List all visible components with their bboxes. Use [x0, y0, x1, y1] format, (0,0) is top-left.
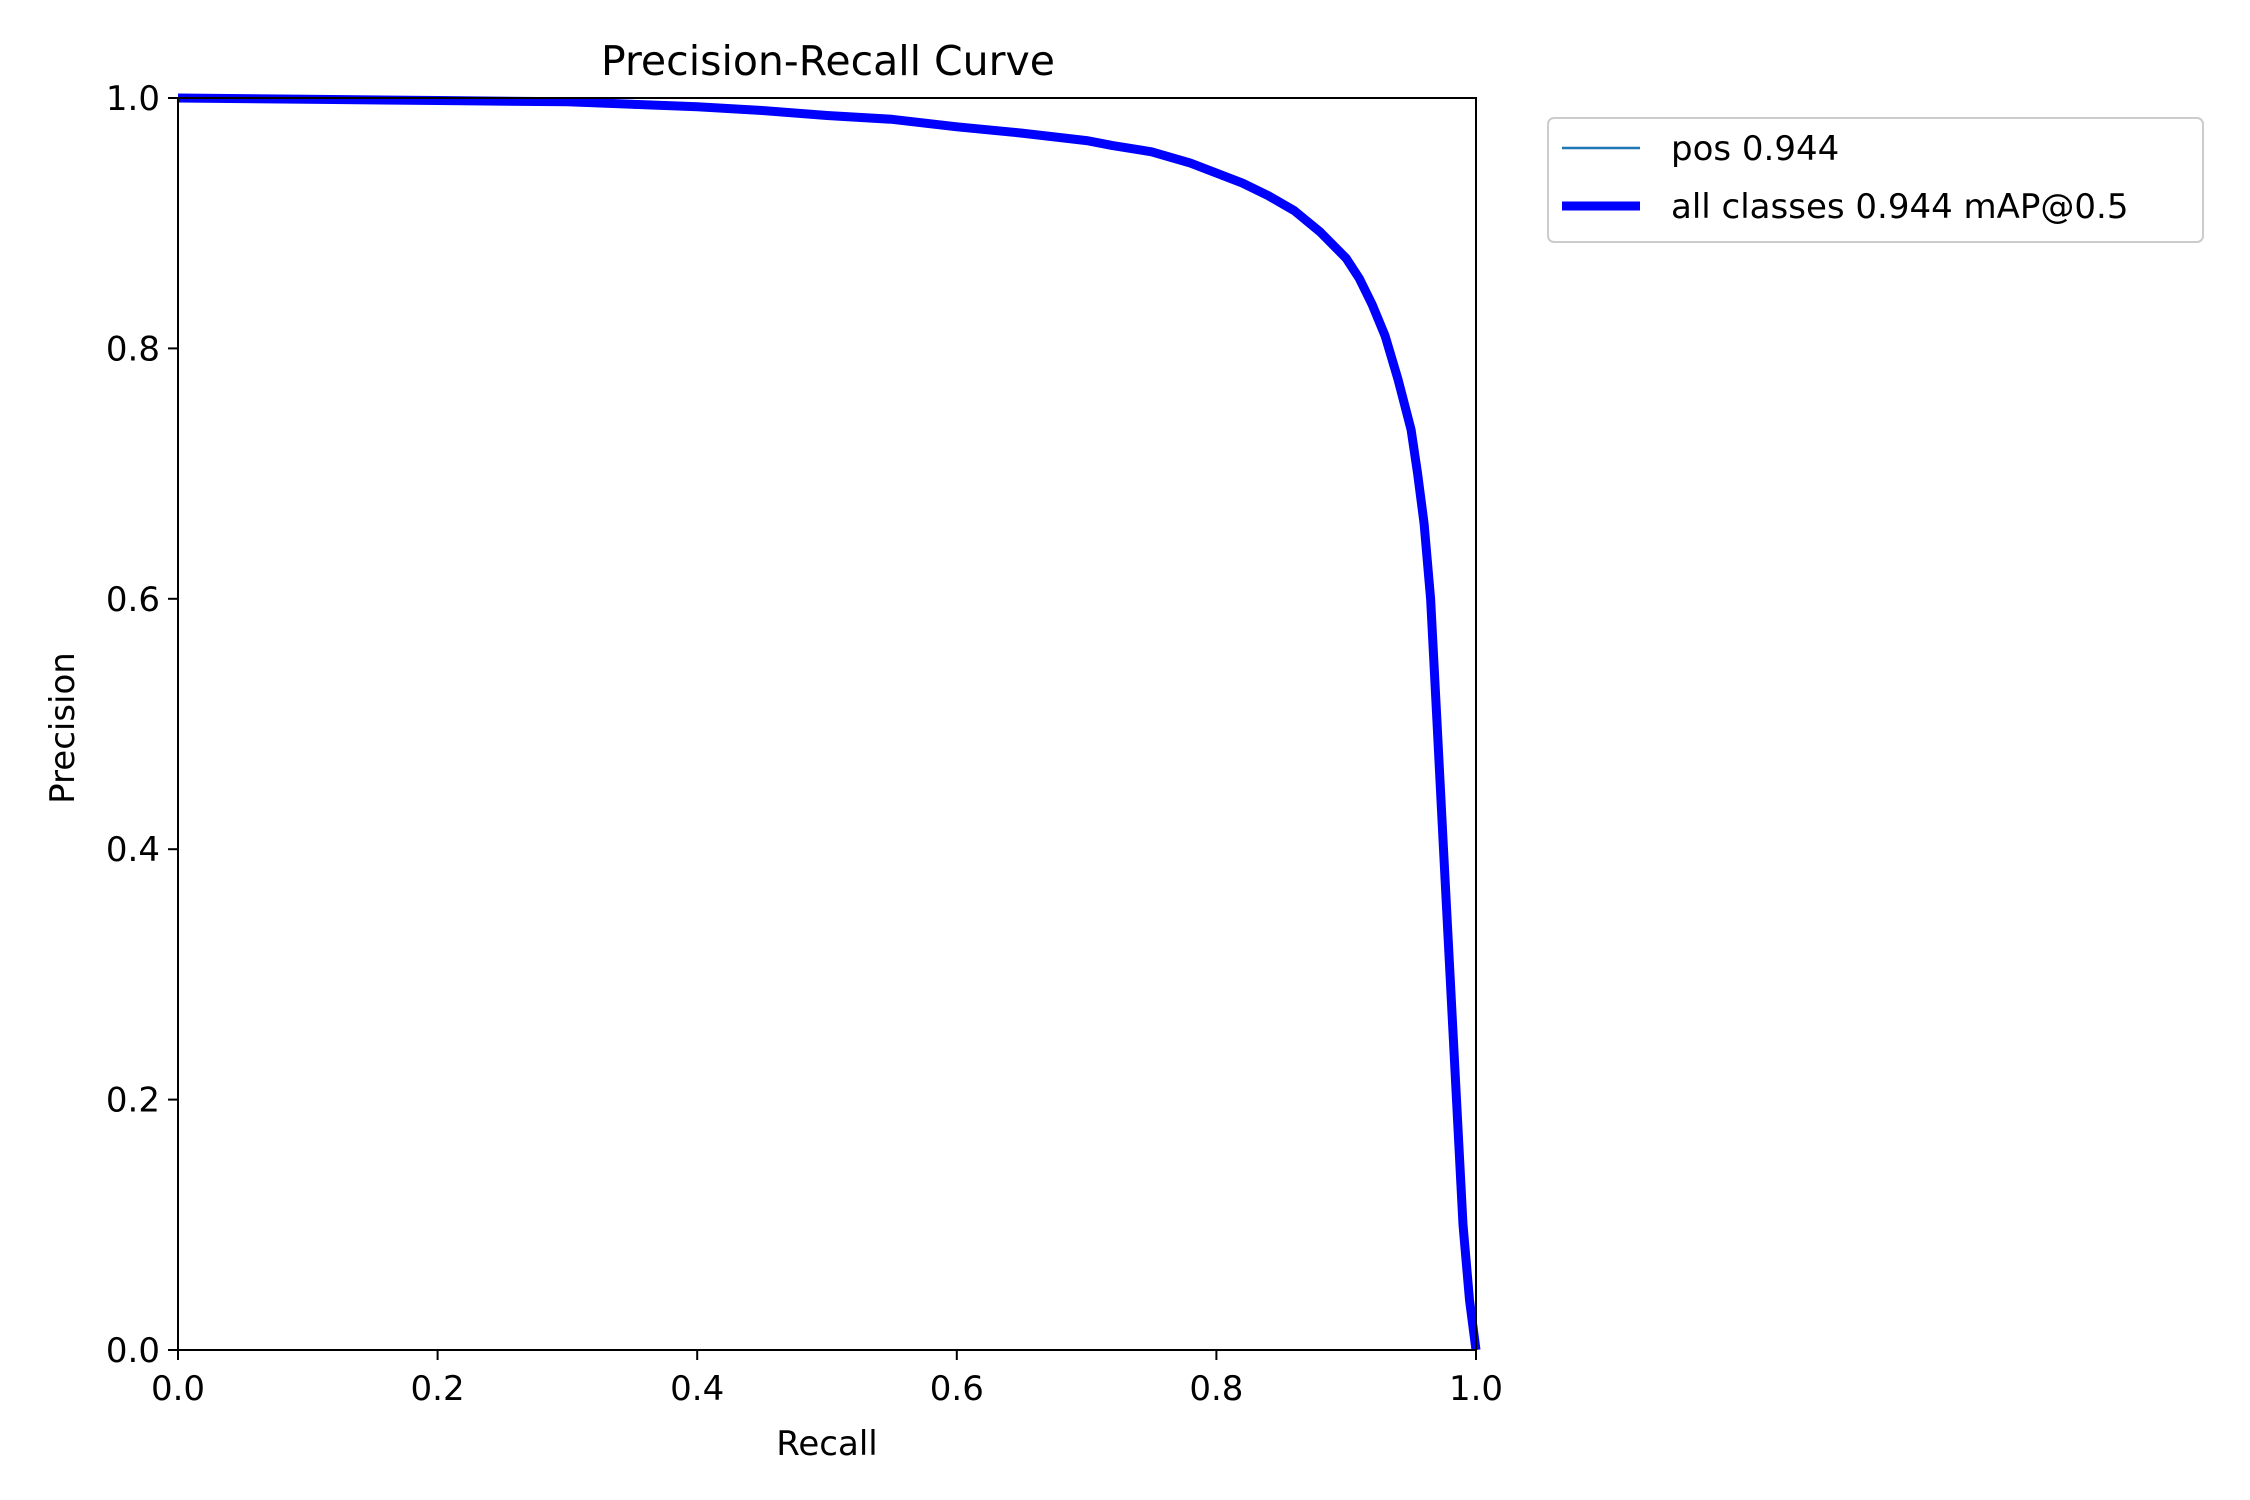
x-tick-label: 0.2: [411, 1369, 465, 1409]
chart-title: Precision-Recall Curve: [601, 37, 1055, 85]
y-tick-label: 1.0: [106, 79, 160, 119]
x-axis-label: Recall: [776, 1424, 877, 1464]
axes-frame: [177, 97, 1477, 1351]
y-axis: 0.0 0.2 0.4 0.6 0.8 1.0: [106, 79, 178, 1371]
y-tick-label: 0.2: [106, 1081, 160, 1121]
series-line-1: [177, 93, 1481, 1351]
y-tick-label: 0.8: [106, 329, 160, 369]
x-tick-label: 0.6: [930, 1369, 984, 1409]
x-axis: 0.0 0.2 0.4 0.6 0.8 1.0: [151, 1350, 1503, 1409]
legend-label-pos: pos 0.944: [1671, 129, 1839, 169]
y-axis-label: Precision: [43, 652, 83, 804]
x-tick-label: 0.8: [1189, 1369, 1243, 1409]
legend: pos 0.944 all classes 0.944 mAP@0.5: [1547, 117, 2204, 243]
y-tick-label: 0.6: [106, 580, 160, 620]
y-tick-label: 0.4: [106, 830, 160, 870]
x-tick-label: 0.4: [670, 1369, 724, 1409]
y-tick-label: 0.0: [106, 1331, 160, 1371]
plot-area: [177, 93, 1481, 1351]
x-tick-label: 1.0: [1449, 1369, 1503, 1409]
legend-box: [1547, 117, 2204, 243]
x-tick-label: 0.0: [151, 1369, 205, 1409]
legend-label-all-classes: all classes 0.944 mAP@0.5: [1671, 187, 2128, 227]
